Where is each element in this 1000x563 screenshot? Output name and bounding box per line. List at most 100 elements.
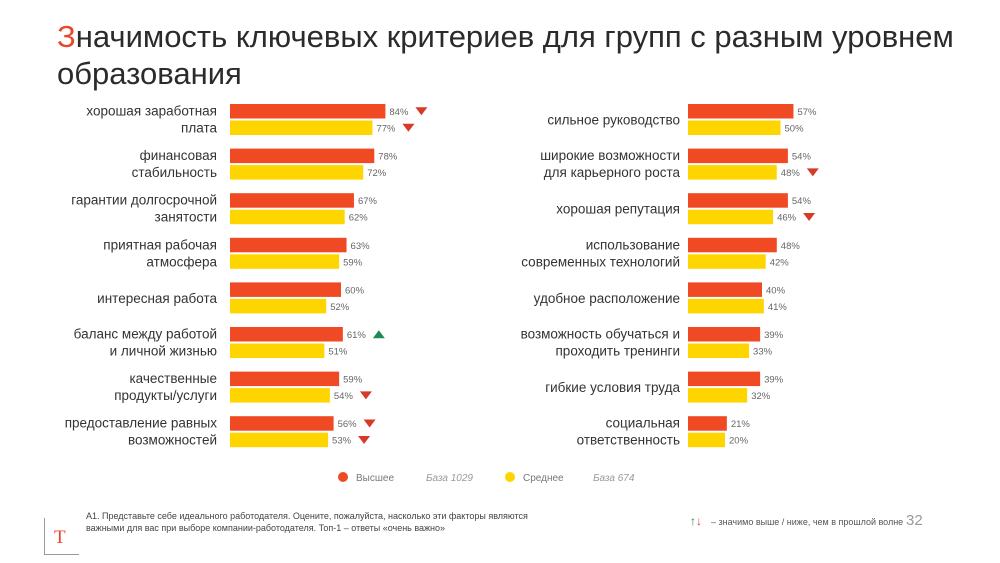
chart-row: баланс между работой и личной жизнью 61% 51… (74, 327, 385, 359)
data-label: 21% (731, 419, 751, 430)
bar-higher-education (230, 282, 341, 297)
data-label: 40% (766, 285, 786, 296)
category-label: проходить тренинги (556, 344, 681, 359)
data-label: 42% (770, 257, 790, 268)
bar-secondary-education (230, 165, 364, 180)
chart-row: хорошая репутация 54% 46% (556, 193, 816, 225)
data-label: 39% (764, 330, 784, 341)
logo: Т (44, 518, 79, 555)
bar-higher-education (688, 416, 727, 431)
category-label: атмосфера (146, 254, 217, 269)
bar-higher-education (688, 327, 761, 342)
chart-row: интересная работа 60% 52% (97, 282, 365, 314)
data-label: 61% (347, 330, 367, 341)
bar-secondary-education (230, 209, 345, 225)
bar-higher-education (230, 193, 354, 208)
bar-higher-education (688, 371, 761, 387)
bar-secondary-education (688, 254, 766, 269)
category-label: современных технологий (521, 254, 680, 269)
bar-secondary-education (688, 343, 750, 358)
bar-higher-education (688, 237, 777, 253)
data-label: 78% (378, 152, 398, 163)
data-label: 60% (345, 285, 365, 296)
category-label: предоставление равных (65, 416, 218, 431)
legend-base: База 674 (593, 473, 635, 484)
category-label: использование (586, 237, 680, 252)
category-label: сильное руководство (547, 113, 680, 128)
legend-item: Высшее База 1029 (338, 472, 473, 484)
up-triangle-icon (372, 330, 385, 339)
bar-secondary-education (230, 298, 327, 314)
category-label: гибкие условия труда (545, 380, 680, 395)
chart-panel-1: хорошая заработная плата 84% 77% финансовая с… (65, 104, 428, 448)
data-label: 33% (753, 347, 773, 358)
category-label: удобное расположение (534, 291, 680, 306)
down-triangle-icon (402, 123, 415, 132)
logo-letter: Т (54, 527, 66, 548)
data-label: 62% (349, 213, 369, 224)
category-label: продукты/услуги (114, 388, 217, 403)
data-label: 48% (781, 241, 801, 252)
bar-secondary-education (230, 432, 329, 448)
down-triangle-icon (363, 419, 376, 428)
bar-higher-education (688, 282, 762, 297)
bar-higher-education (230, 416, 334, 431)
bar-higher-education (230, 148, 375, 164)
bar-secondary-education (688, 298, 764, 314)
data-label: 46% (777, 213, 797, 224)
data-label: 59% (343, 257, 363, 268)
chart-row: качественные продукты/услуги 59% 54% (114, 371, 372, 403)
data-label: 52% (330, 302, 350, 313)
bar-higher-education (688, 148, 788, 164)
data-label: 77% (376, 124, 396, 135)
legend-item: Среднее База 674 (505, 472, 635, 484)
bar-secondary-education (688, 209, 774, 225)
bar-higher-education (230, 327, 343, 342)
category-label: ответственность (577, 433, 680, 448)
chart-row: финансовая стабильность 78% 72% (132, 148, 398, 180)
question-footnote: А1. Представьте себе идеального работода… (86, 511, 528, 533)
chart-row: удобное расположение 40% 41% (534, 282, 788, 314)
data-label: 72% (367, 168, 387, 179)
category-label: возможностей (128, 433, 217, 448)
category-label: возможность обучаться и (521, 327, 680, 342)
bar-higher-education (230, 371, 340, 387)
chart-row: широкие возможности для карьерного роста 5… (540, 148, 819, 180)
chart-row: приятная рабочая атмосфера 63% 59% (103, 237, 370, 269)
category-label: занятости (155, 210, 217, 225)
legend: Высшее База 1029 Среднее База 674 (338, 472, 635, 484)
chart-panels: хорошая заработная плата 84% 77% финансовая с… (65, 104, 819, 448)
data-label: 41% (768, 302, 788, 313)
legend-swatch (338, 472, 348, 482)
data-label: 63% (351, 241, 371, 252)
down-triangle-icon (803, 212, 816, 221)
chart-row: хорошая заработная плата 84% 77% (86, 104, 428, 136)
category-label: и личной жизнью (110, 344, 217, 359)
chart-row: возможность обучаться и проходить тренинг… (521, 327, 784, 359)
data-label: 54% (792, 152, 812, 163)
data-label: 32% (751, 391, 771, 402)
category-label: баланс между работой (74, 327, 217, 342)
chart-row: использование современных технологий 48% 42… (521, 237, 800, 269)
data-label: 50% (785, 124, 805, 135)
data-label: 51% (328, 347, 348, 358)
data-label: 56% (338, 419, 358, 430)
bar-secondary-education (230, 120, 373, 135)
data-label: 84% (389, 107, 409, 118)
up-down-arrows-icon: ↑↓ (690, 514, 702, 528)
category-label: хорошая заработная (86, 104, 217, 119)
title-rest: начимость ключевых критериев для групп с… (57, 19, 954, 91)
data-label: 59% (343, 375, 363, 386)
category-label: социальная (606, 416, 680, 431)
legend-base: База 1029 (426, 473, 473, 484)
significance-note: – значимо выше / ниже, чем в прошлой вол… (711, 517, 904, 527)
data-label: 67% (358, 196, 378, 207)
down-triangle-icon (358, 435, 371, 444)
data-label: 54% (792, 196, 812, 207)
down-triangle-icon (359, 391, 372, 400)
category-label: хорошая репутация (556, 202, 680, 217)
legend-label: Среднее (523, 473, 564, 484)
bar-secondary-education (230, 388, 330, 403)
chart-panel-2: сильное руководство 57% 50% широкие возможн… (521, 104, 819, 448)
